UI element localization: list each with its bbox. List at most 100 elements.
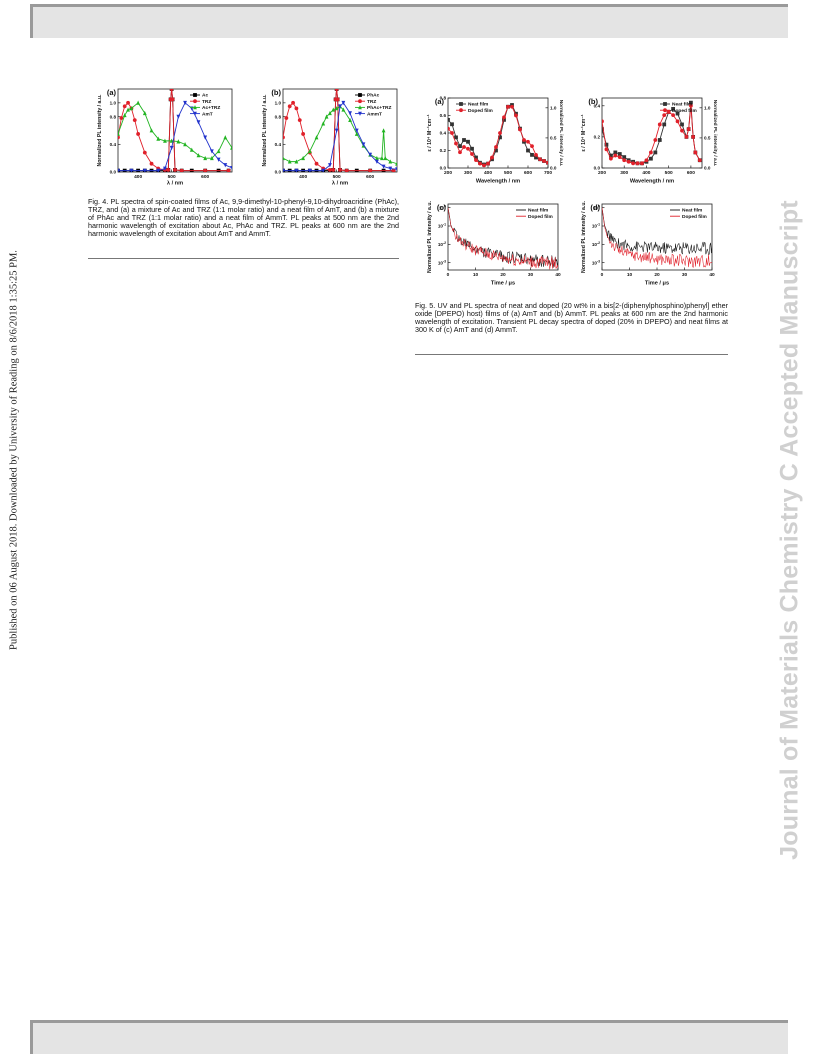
data-point-doped-film bbox=[688, 103, 693, 108]
x-tick-label: 600 bbox=[201, 174, 209, 180]
data-point-amt bbox=[118, 168, 120, 172]
y-tick-label: 0.4 bbox=[440, 131, 447, 136]
data-point-neat-film bbox=[502, 117, 506, 122]
data-point-trz bbox=[149, 161, 154, 166]
data-point-doped-film bbox=[617, 155, 622, 160]
legend-marker-doped-film bbox=[663, 108, 667, 113]
data-point-ac-trz bbox=[189, 147, 194, 152]
data-point-neat-film bbox=[470, 146, 474, 151]
data-point-ac-trz bbox=[122, 112, 127, 118]
data-point-neat-film bbox=[657, 138, 662, 142]
data-point-ac-trz bbox=[156, 136, 161, 141]
x-tick-label: 500 bbox=[504, 170, 512, 176]
data-point-neat-film bbox=[662, 122, 667, 127]
y-axis-label: Normalized PL intensity / a.u. bbox=[262, 94, 268, 167]
data-point-ammt bbox=[283, 168, 285, 172]
data-point-neat-film bbox=[462, 138, 466, 142]
legend-label-trz: TRZ bbox=[202, 99, 211, 105]
data-point-ammt bbox=[341, 100, 346, 106]
y-tick-label: 10-1 bbox=[592, 223, 600, 229]
data-point-doped-film bbox=[635, 161, 640, 166]
data-point-doped-film bbox=[546, 160, 548, 165]
data-point-phac-trz bbox=[348, 117, 352, 123]
data-point-phac-trz bbox=[328, 110, 332, 116]
data-point-doped-film bbox=[534, 152, 538, 157]
x-tick-label: 400 bbox=[299, 174, 307, 180]
legend-marker-trz bbox=[358, 99, 362, 104]
chart-svg: (b) 400 500 600 λ / nm 0.0 0.4 0.8 1.0 Normalized… bbox=[262, 88, 398, 187]
x-tick-label: 500 bbox=[333, 174, 341, 180]
data-point-doped-film bbox=[662, 113, 667, 118]
data-point-phac-trz bbox=[287, 159, 292, 164]
data-point-neat-film bbox=[466, 139, 470, 144]
x-tick-label: 10 bbox=[473, 272, 479, 278]
data-point-neat-film bbox=[454, 135, 458, 140]
x-tick-label: 600 bbox=[687, 170, 695, 176]
data-point-trz bbox=[314, 161, 319, 166]
x-axis-label: Time / μs bbox=[491, 281, 515, 287]
y-tick-label: 0.0 bbox=[440, 166, 447, 171]
data-point-ammt bbox=[334, 128, 339, 133]
x-tick-label: 400 bbox=[134, 174, 142, 180]
data-point-neat-film bbox=[458, 144, 462, 149]
x-axis-label: Wavelength / nm bbox=[476, 179, 520, 185]
y-tick-label: 0.0 bbox=[110, 170, 117, 175]
data-point-phac-trz bbox=[381, 128, 386, 133]
data-point-trz bbox=[142, 150, 147, 155]
legend-label-neat-film: Neat film bbox=[672, 102, 692, 108]
x-tick-label: 700 bbox=[544, 170, 552, 176]
data-point-doped-film bbox=[613, 153, 618, 158]
data-point-ammt bbox=[388, 166, 393, 171]
x-tick-label: 600 bbox=[366, 174, 374, 180]
y-tick-exponent: -2 bbox=[597, 241, 600, 245]
legend-marker-phac bbox=[358, 93, 362, 97]
data-point-amt bbox=[196, 120, 201, 125]
data-point-trz bbox=[173, 168, 177, 172]
data-point-trz bbox=[136, 132, 141, 136]
data-point-amt bbox=[230, 165, 232, 171]
data-point-phac-trz bbox=[321, 121, 326, 126]
data-point-doped-film bbox=[542, 159, 546, 163]
fig4-panel-a: (a) 400 500 600 λ / nm 0.0 0.4 0.8 1.0 Normalized… bbox=[88, 86, 236, 187]
data-point-doped-film bbox=[474, 158, 478, 163]
data-point-trz bbox=[226, 168, 231, 172]
fig5-panel-a: (a) 200 300 400 500 600 700 Wavelength / nm 0.0 0… bbox=[418, 92, 564, 185]
legend-label-amt: AmT bbox=[202, 111, 213, 117]
plot-area bbox=[602, 100, 702, 166]
x-tick-label: 300 bbox=[464, 170, 472, 176]
legend-label-doped-film: Doped film bbox=[672, 108, 697, 114]
data-point-phac-trz bbox=[331, 107, 336, 112]
y-tick-exponent: -1 bbox=[443, 223, 446, 227]
data-point-ac-trz bbox=[163, 138, 167, 143]
x-tick-label: 500 bbox=[168, 174, 176, 180]
y-right-tick-label: 0.5 bbox=[550, 136, 557, 141]
data-point-phac-trz bbox=[301, 155, 306, 161]
data-point-doped-film bbox=[693, 150, 698, 155]
data-point-trz bbox=[122, 104, 127, 109]
data-point-doped-film bbox=[454, 141, 458, 146]
data-point-neat-film bbox=[622, 155, 627, 160]
x-tick-label: 0 bbox=[447, 272, 450, 278]
data-point-trz bbox=[284, 116, 289, 120]
data-point-trz bbox=[368, 168, 373, 172]
legend-marker-neat-film bbox=[459, 102, 463, 106]
y-axis-label: Normalized PL intensity / a.u. bbox=[97, 94, 103, 167]
y-tick-label: 0.0 bbox=[275, 170, 282, 175]
y-tick-label: 1.0 bbox=[275, 100, 282, 105]
y-tick-label: 1.0 bbox=[110, 100, 117, 105]
legend-label-neat-film: Neat film bbox=[682, 208, 702, 214]
x-axis-label: Time / μs bbox=[645, 281, 669, 287]
y-tick-label: 0.4 bbox=[594, 103, 601, 108]
data-point-trz bbox=[338, 168, 342, 172]
data-point-doped-film bbox=[450, 131, 454, 135]
data-point-amt bbox=[216, 157, 221, 162]
y-tick-label: 0.2 bbox=[594, 134, 601, 139]
data-point-doped-film bbox=[626, 159, 631, 164]
data-point-doped-film bbox=[448, 126, 450, 131]
x-tick-label: 200 bbox=[444, 170, 452, 176]
x-tick-label: 400 bbox=[642, 170, 650, 176]
data-point-doped-film bbox=[518, 127, 522, 132]
plot-frame bbox=[601, 203, 713, 271]
